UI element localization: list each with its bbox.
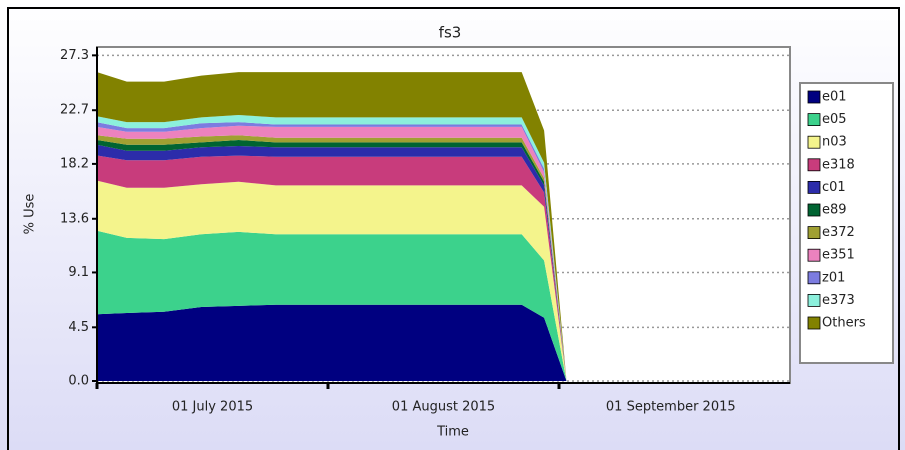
x-tick-label: 01 September 2015	[606, 400, 736, 415]
legend-label: c01	[822, 180, 846, 195]
y-tick-label: 13.6	[60, 211, 89, 226]
y-tick-label: 9.1	[68, 265, 89, 280]
legend-swatch	[807, 293, 821, 307]
legend-swatch	[807, 226, 821, 240]
legend-swatch	[807, 316, 821, 330]
area	[97, 155, 567, 381]
legend-swatch	[807, 203, 821, 217]
legend-swatch	[807, 135, 821, 149]
y-tick-label: 22.7	[60, 103, 89, 118]
area	[97, 304, 567, 381]
legend-swatch	[807, 90, 821, 104]
y-tick-label: 27.3	[60, 48, 89, 63]
chart-title: fs3	[439, 24, 462, 42]
legend-label: e05	[822, 112, 847, 127]
legend-label: n03	[822, 135, 847, 150]
legend-swatch	[807, 248, 821, 262]
legend-swatch	[807, 180, 821, 194]
legend-label: e373	[822, 293, 855, 308]
y-tick-label: 4.5	[68, 320, 89, 335]
area	[97, 180, 567, 381]
area	[97, 230, 567, 381]
area	[97, 72, 567, 381]
legend-label: Others	[822, 316, 866, 331]
legend-label: e351	[822, 248, 855, 263]
legend-swatch	[807, 271, 821, 285]
frame	[7, 7, 900, 450]
y-tick-label: 0.0	[68, 374, 89, 389]
legend-swatch	[807, 158, 821, 172]
legend-label: e01	[822, 90, 847, 105]
x-tick-label: 01 August 2015	[392, 400, 495, 415]
y-axis-label: % Use	[23, 194, 38, 235]
legend-label: e372	[822, 225, 855, 240]
x-axis-label: Time	[436, 425, 469, 440]
legend-label: e89	[822, 203, 847, 218]
legend-label: e318	[822, 157, 855, 172]
legend-box	[799, 82, 894, 364]
legend-label: z01	[822, 270, 845, 285]
x-tick-label: 01 July 2015	[172, 400, 253, 415]
y-tick-label: 18.2	[60, 156, 89, 171]
legend-swatch	[807, 113, 821, 126]
